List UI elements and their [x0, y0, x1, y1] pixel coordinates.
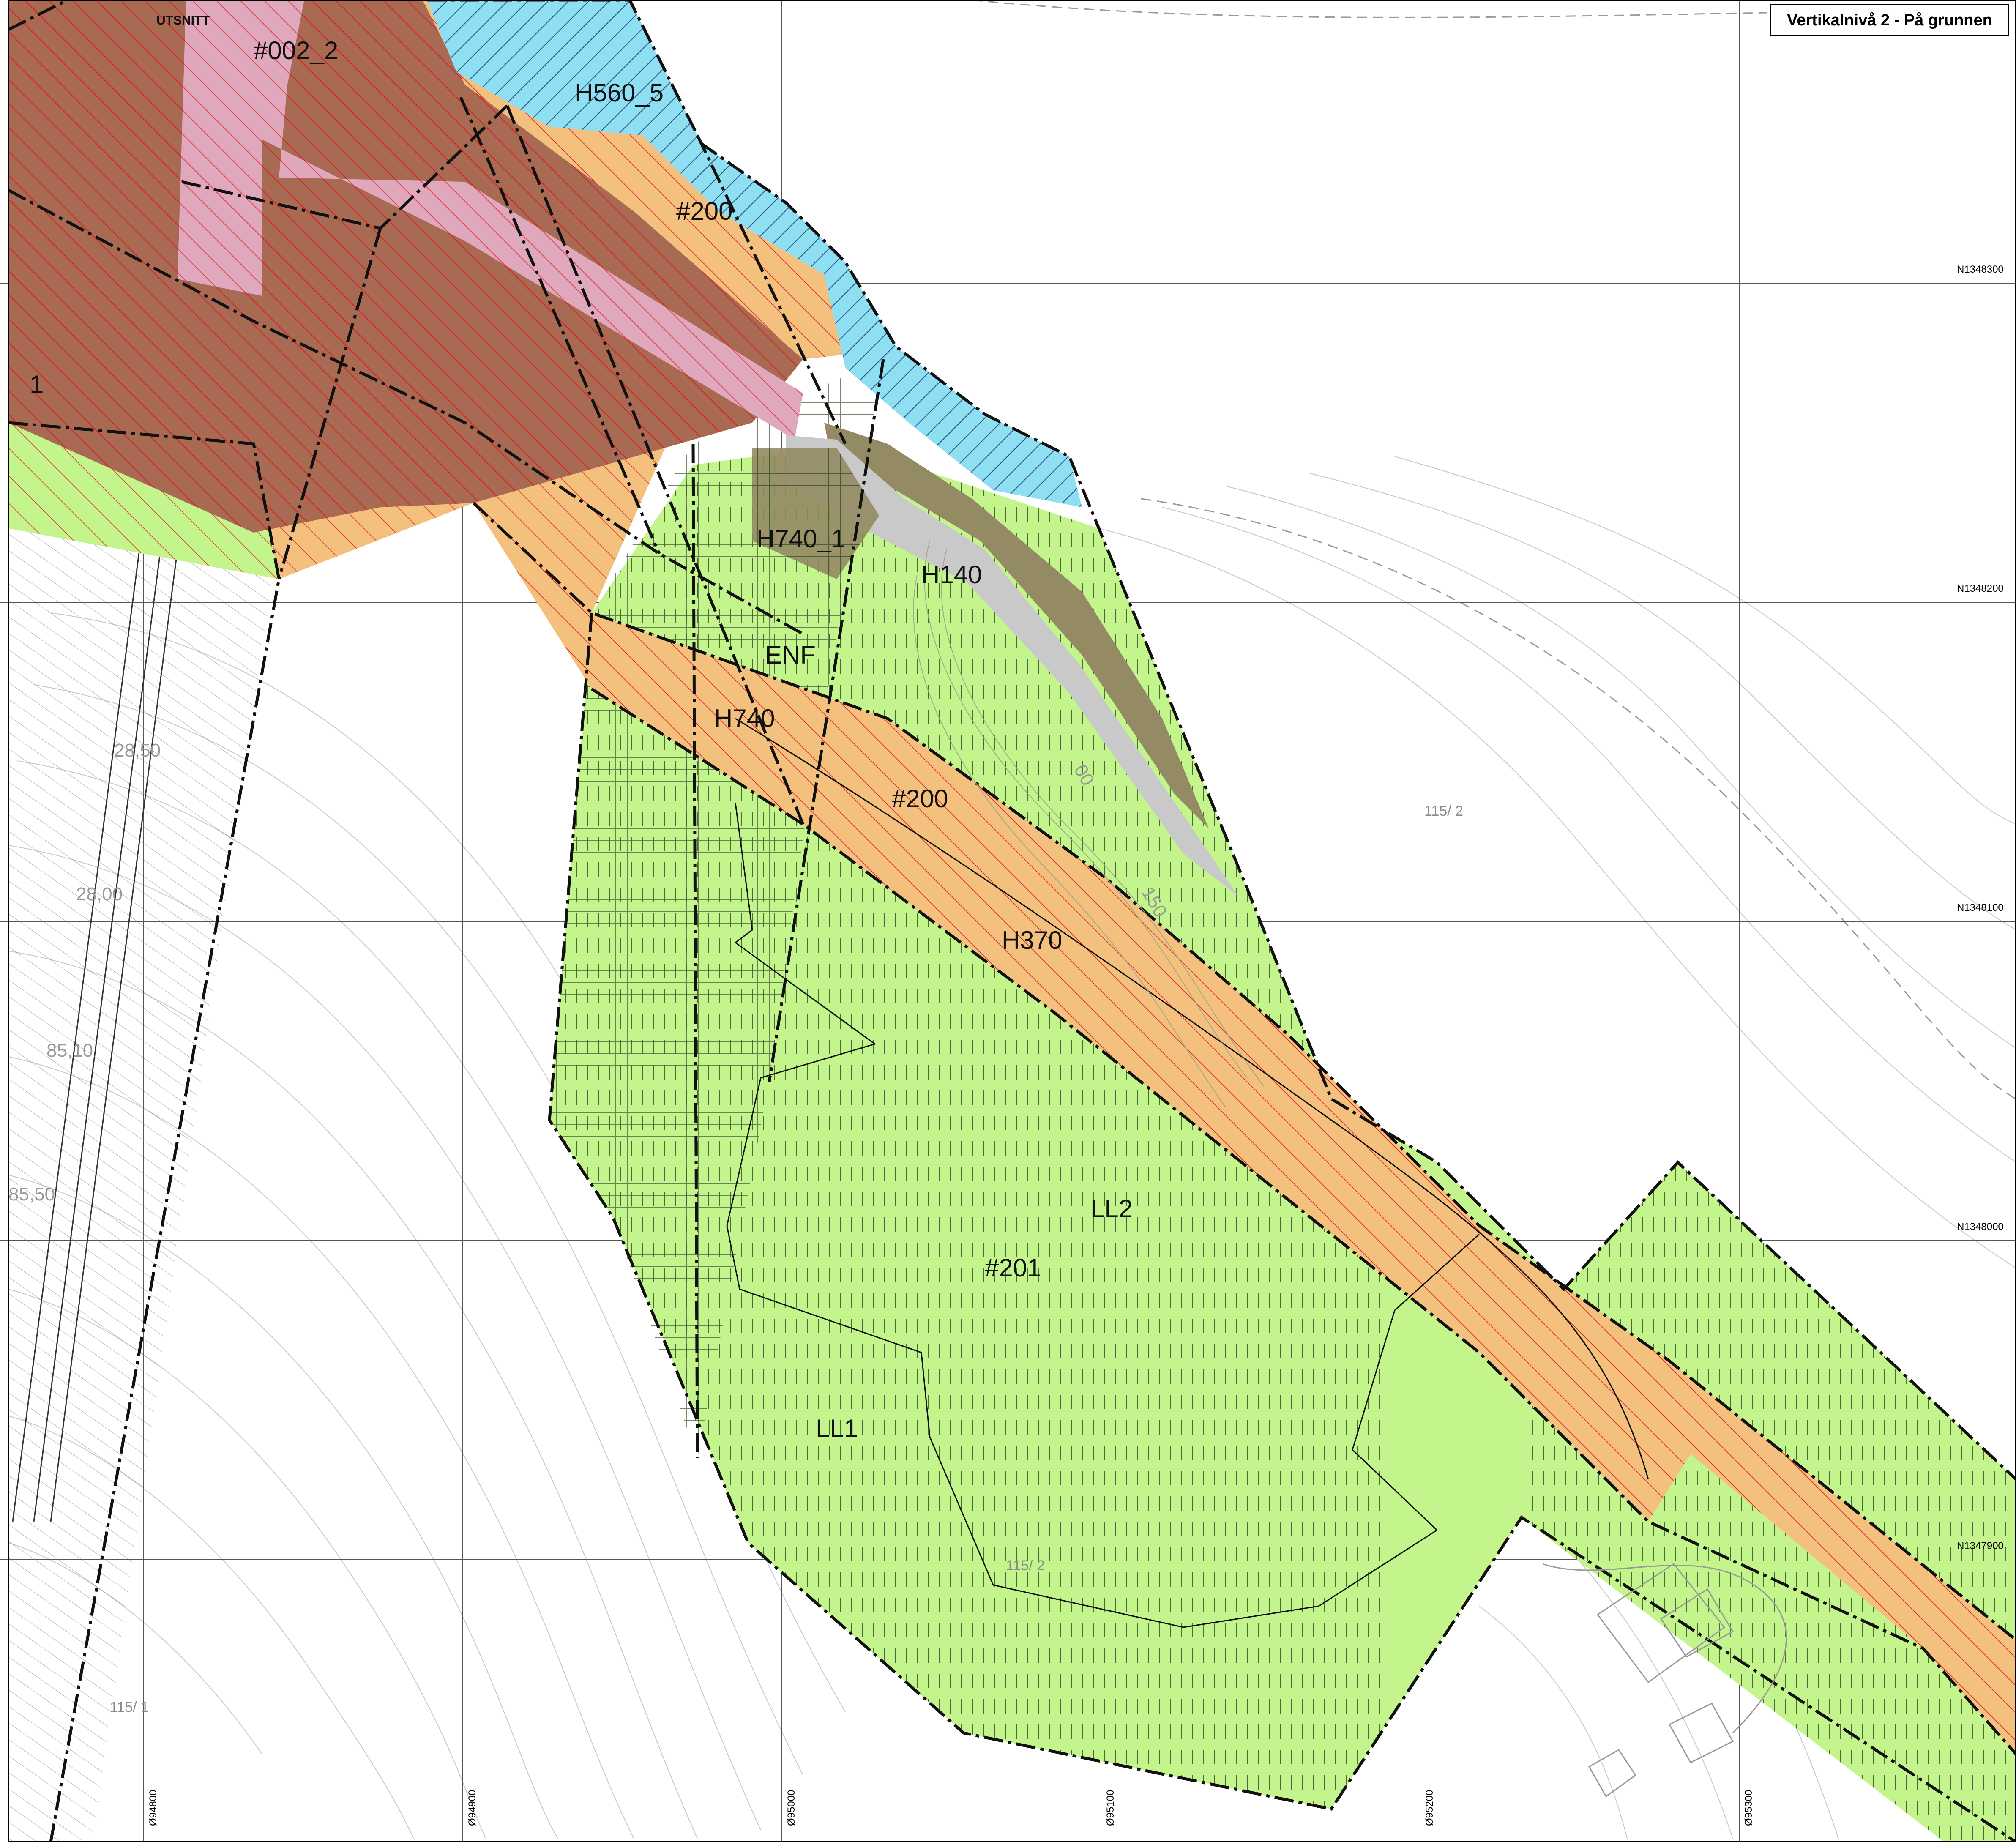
grid-label-n1348200: N1348200 [1957, 583, 2004, 594]
zone-label-201: #201 [985, 1254, 1041, 1282]
zone-label-enf: ENF [765, 641, 816, 669]
property-label-115-2-a: 115/ 2 [1424, 803, 1463, 819]
utsnitt-label: UTSNITT [156, 14, 210, 27]
zone-label-h370: H370 [1002, 926, 1062, 954]
property-label-115-1: 115/ 1 [110, 1699, 149, 1715]
grid-label-n1348000: N1348000 [1957, 1221, 2004, 1233]
grid-label-e95300: Ø95300 [1743, 1790, 1754, 1826]
contour-label-8550: 85,50 [8, 1184, 55, 1205]
grid-label-n1348100: N1348100 [1957, 902, 2004, 913]
zone-label-h740-1: H740_1 [757, 525, 845, 553]
regulation-boundaries [8, 0, 2016, 1842]
zone-label-h560-5: H560_5 [575, 79, 664, 107]
grid-label-e94900: Ø94900 [467, 1790, 478, 1826]
contour-label-2800: 28,00 [76, 884, 123, 905]
zone-label-ll2: LL2 [1090, 1194, 1133, 1223]
zone-gray-hatch-corridor [8, 528, 279, 1842]
zone-label-ll1: LL1 [816, 1414, 858, 1443]
contour-label-8610: 85,10 [46, 1040, 93, 1061]
map-title-box: Vertikalnivå 2 - På grunnen [1770, 4, 2009, 36]
zone-label-h740: H740 [714, 704, 775, 732]
grid-label-e94800: Ø94800 [148, 1790, 159, 1826]
property-label-115-2-b: 115/ 2 [1006, 1558, 1045, 1574]
grid-label-n1348300: N1348300 [1957, 264, 2004, 275]
zone-label-002-2: #002_2 [254, 36, 338, 65]
grid-label-e95000: Ø95000 [786, 1790, 797, 1826]
zone-label-200-top: #200 [676, 197, 732, 225]
grid-label-n1347900: N1347900 [1957, 1540, 2004, 1552]
contour-label-2850: 28,50 [114, 740, 161, 761]
map-title: Vertikalnivå 2 - På grunnen [1787, 11, 1992, 29]
zone-label-edge-1: 1 [30, 370, 44, 399]
zone-label-200-mid: #200 [892, 784, 948, 813]
buildings [1542, 1563, 1787, 1798]
zone-label-h140: H140 [921, 560, 982, 589]
grid-label-e95200: Ø95200 [1424, 1790, 1435, 1826]
grid-label-e95100: Ø95100 [1105, 1790, 1116, 1826]
